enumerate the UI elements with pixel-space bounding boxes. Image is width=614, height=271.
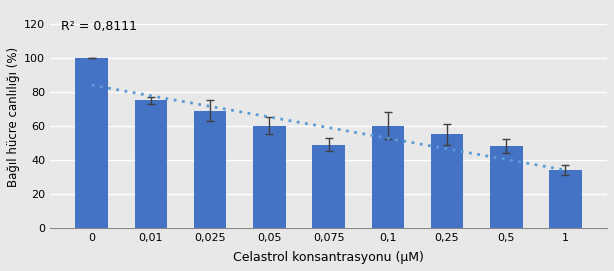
- Bar: [490, 146, 523, 228]
- Text: R² = 0,8111: R² = 0,8111: [61, 20, 138, 33]
- Bar: [431, 134, 464, 228]
- Bar: [194, 111, 227, 228]
- Bar: [549, 170, 581, 228]
- Bar: [253, 126, 286, 228]
- Y-axis label: Bağıl hücre canlılığı (%): Bağıl hücre canlılığı (%): [7, 47, 20, 188]
- Bar: [371, 126, 404, 228]
- Bar: [76, 58, 108, 228]
- Bar: [313, 145, 345, 228]
- Bar: [134, 101, 167, 228]
- X-axis label: Celastrol konsantrasyonu (μM): Celastrol konsantrasyonu (μM): [233, 251, 424, 264]
